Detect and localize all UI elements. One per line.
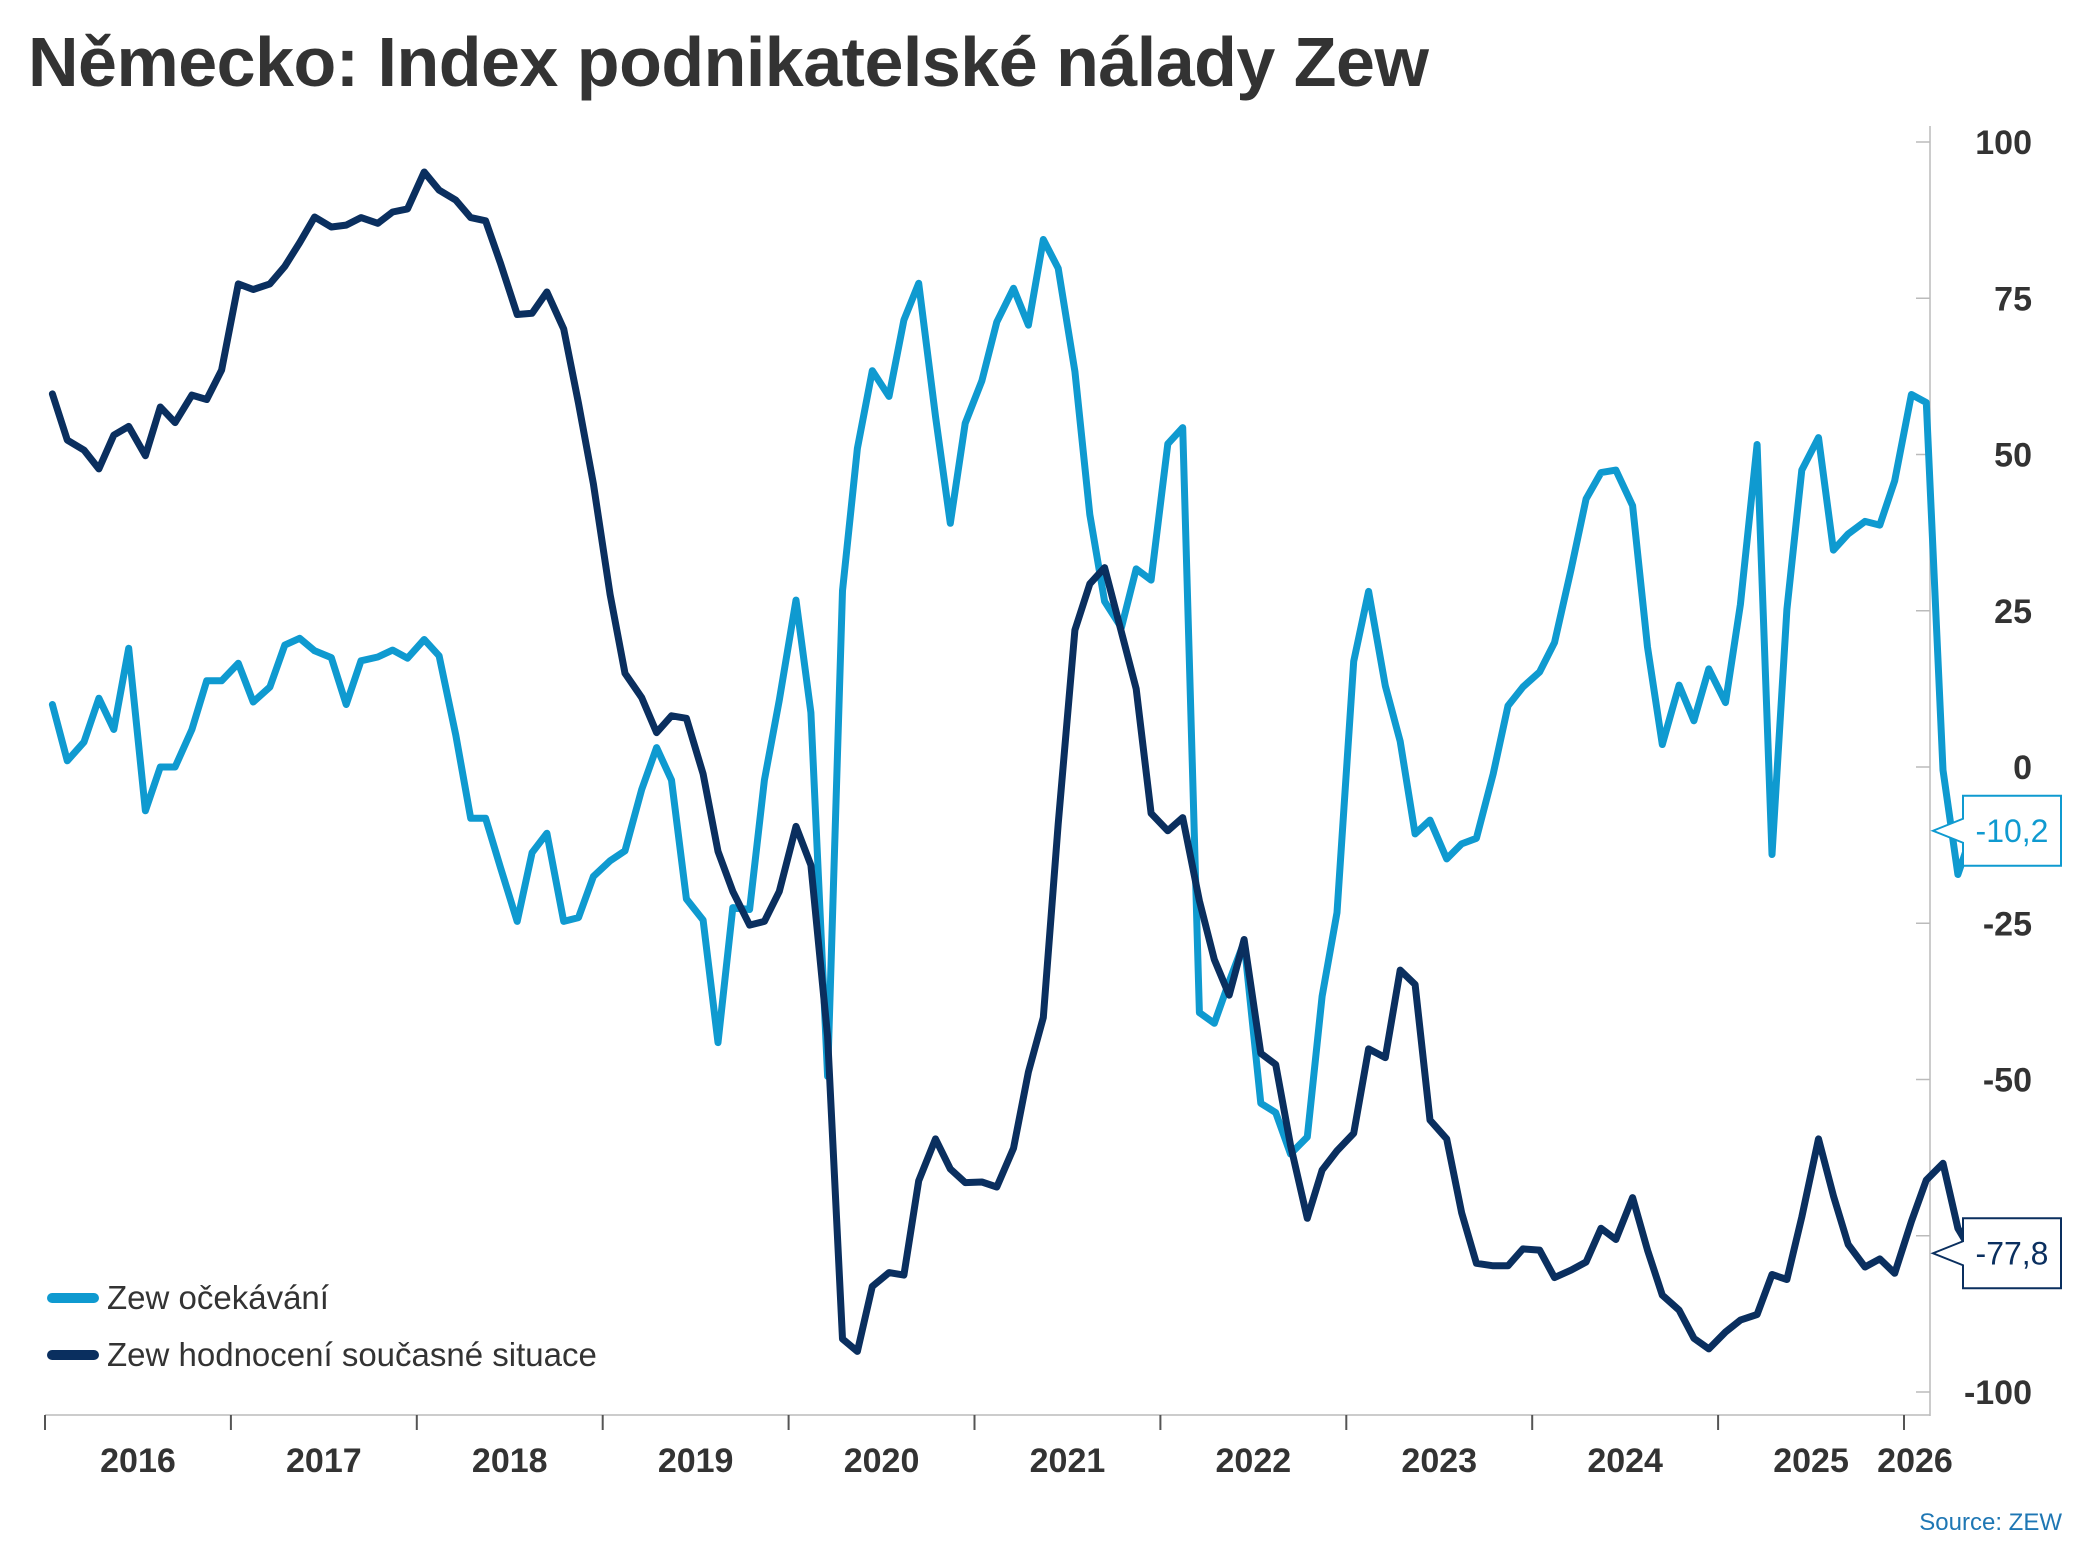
axes-group: 1007550250-25-50-75-10020162017201820192…: [44, 124, 2032, 1480]
legend-label-1: Zew hodnocení současné situace: [107, 1336, 597, 1373]
source-note: Source: ZEW: [1919, 1509, 2062, 1536]
y-tick-label: 100: [1975, 124, 2032, 162]
x-tick-label: 2023: [1401, 1442, 1477, 1480]
y-tick-label: -100: [1964, 1374, 2032, 1412]
x-tick-label: 2021: [1030, 1442, 1106, 1480]
x-tick-label: 2016: [100, 1442, 176, 1480]
y-tick-label: 50: [1994, 437, 2032, 475]
y-tick-label: 75: [1994, 280, 2032, 318]
series-group: [48, 168, 1977, 1355]
end-label-0: -10,2: [1976, 813, 2049, 849]
end-label-1: -77,8: [1976, 1235, 2049, 1271]
x-tick-label: 2019: [658, 1442, 734, 1480]
end-label-box-1: [1930, 1217, 2062, 1290]
x-tick-label: 2022: [1216, 1442, 1292, 1480]
x-tick-label: 2018: [472, 1442, 548, 1480]
y-tick-label: 25: [1994, 593, 2032, 631]
y-tick-label: 0: [2013, 749, 2032, 787]
legend-label-0: Zew očekávání: [107, 1279, 329, 1316]
labels-group: -10,2 -77,8: [1930, 794, 2062, 1290]
chart-title: Německo: Index podnikatelské nálady Zew: [28, 23, 1429, 101]
series-line-1: [48, 168, 1977, 1355]
y-tick-label: -50: [1983, 1062, 2032, 1100]
x-tick-label: 2020: [844, 1442, 920, 1480]
x-tick-label: 2025: [1773, 1442, 1849, 1480]
series-line-0: [48, 236, 1977, 1158]
x-tick-label: 2024: [1587, 1442, 1663, 1480]
y-tick-label: -25: [1983, 905, 2032, 943]
x-tick-label: 2017: [286, 1442, 362, 1480]
end-label-box-0: [1930, 794, 2062, 867]
x-tick-label: 2026: [1877, 1442, 1953, 1480]
legend: Zew očekávání Zew hodnocení současné situ…: [47, 1279, 597, 1373]
